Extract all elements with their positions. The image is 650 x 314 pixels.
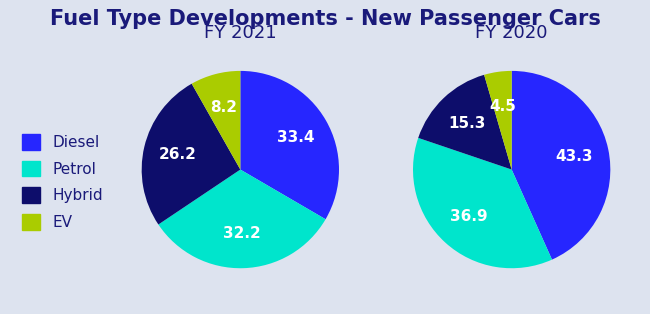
Wedge shape [512,71,610,260]
Text: 32.2: 32.2 [224,226,261,241]
Text: 26.2: 26.2 [159,147,197,162]
Legend: Diesel, Petrol, Hybrid, EV: Diesel, Petrol, Hybrid, EV [14,127,111,238]
Text: 15.3: 15.3 [448,116,486,131]
Text: 43.3: 43.3 [556,149,593,164]
Text: 4.5: 4.5 [489,99,516,114]
Wedge shape [484,71,512,170]
Title: FY 2020: FY 2020 [475,24,548,42]
Wedge shape [142,84,240,225]
Text: 8.2: 8.2 [211,100,237,115]
Text: 36.9: 36.9 [450,209,488,225]
Title: FY 2021: FY 2021 [204,24,277,42]
Text: 33.4: 33.4 [277,130,315,145]
Wedge shape [418,75,512,170]
Wedge shape [159,170,326,268]
Wedge shape [413,138,552,268]
Wedge shape [192,71,240,170]
Wedge shape [240,71,339,219]
Text: Fuel Type Developments - New Passenger Cars: Fuel Type Developments - New Passenger C… [49,9,601,30]
